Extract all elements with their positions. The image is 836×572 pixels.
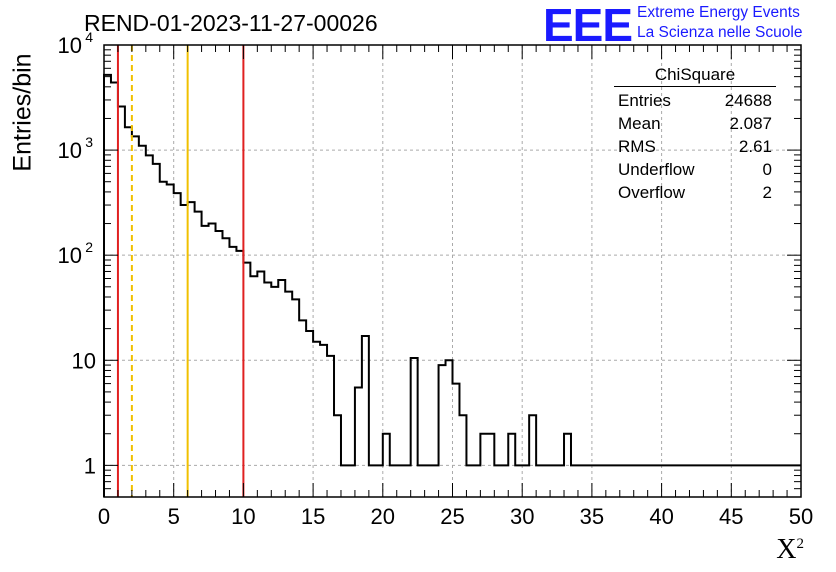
stats-value: 24688 bbox=[724, 91, 772, 110]
stats-value: 0 bbox=[762, 160, 772, 179]
stats-row-underflow: Underflow 0 bbox=[612, 158, 778, 181]
x-tick-label: 20 bbox=[371, 504, 395, 529]
x-tick-label: 50 bbox=[789, 504, 813, 529]
x-axis-label-superscript: 2 bbox=[796, 536, 805, 552]
y-tick-exponent: 3 bbox=[85, 134, 93, 150]
logo-line-2: La Scienza nelle Scuole bbox=[637, 24, 803, 41]
stats-row-entries: Entries 24688 bbox=[612, 89, 778, 112]
y-tick-exponent: 4 bbox=[85, 29, 93, 45]
x-tick-label: 15 bbox=[301, 504, 325, 529]
stats-box: ChiSquare Entries 24688 Mean 2.087 RMS 2.61… bbox=[612, 65, 778, 204]
stats-row-mean: Mean 2.087 bbox=[612, 112, 778, 135]
y-tick-label: 10 bbox=[58, 138, 82, 163]
stats-label: Mean bbox=[618, 114, 661, 133]
eee-logo: EEE bbox=[543, 0, 633, 51]
x-tick-label: 0 bbox=[98, 504, 110, 529]
logo-line-1: Extreme Energy Events bbox=[637, 4, 800, 21]
x-tick-label: 5 bbox=[168, 504, 180, 529]
x-tick-label: 25 bbox=[440, 504, 464, 529]
stats-label: Overflow bbox=[618, 183, 686, 202]
y-tick-exponent: 2 bbox=[85, 239, 93, 255]
chart-title: REND-01-2023-11-27-00026 bbox=[84, 10, 378, 36]
y-tick-label: 1 bbox=[84, 453, 96, 478]
stats-row-rms: RMS 2.61 bbox=[612, 135, 778, 158]
stats-row-overflow: Overflow 2 bbox=[612, 181, 778, 204]
x-tick-label: 45 bbox=[719, 504, 743, 529]
x-tick-label: 35 bbox=[580, 504, 604, 529]
y-tick-label: 10 bbox=[58, 33, 82, 58]
logo-text: Extreme Energy Events La Scienza nelle S… bbox=[637, 3, 802, 43]
stats-value: 2.087 bbox=[729, 114, 772, 133]
x-tick-label: 30 bbox=[510, 504, 534, 529]
stats-label: Entries bbox=[618, 91, 671, 110]
stats-value: 2 bbox=[762, 183, 772, 202]
y-axis-label: Entries/bin bbox=[8, 53, 37, 172]
y-tick-label: 10 bbox=[72, 348, 96, 373]
stats-label: RMS bbox=[618, 137, 656, 156]
stats-value: 2.61 bbox=[738, 137, 772, 156]
x-tick-label: 40 bbox=[649, 504, 673, 529]
y-tick-label: 10 bbox=[58, 243, 82, 268]
histogram-line bbox=[103, 73, 801, 497]
x-tick-label: 10 bbox=[231, 504, 255, 529]
stats-label: Underflow bbox=[618, 160, 695, 179]
x-axis-label: X2 bbox=[776, 534, 804, 566]
x-axis-label-base: X bbox=[776, 534, 797, 565]
stats-box-title: ChiSquare bbox=[614, 65, 776, 87]
